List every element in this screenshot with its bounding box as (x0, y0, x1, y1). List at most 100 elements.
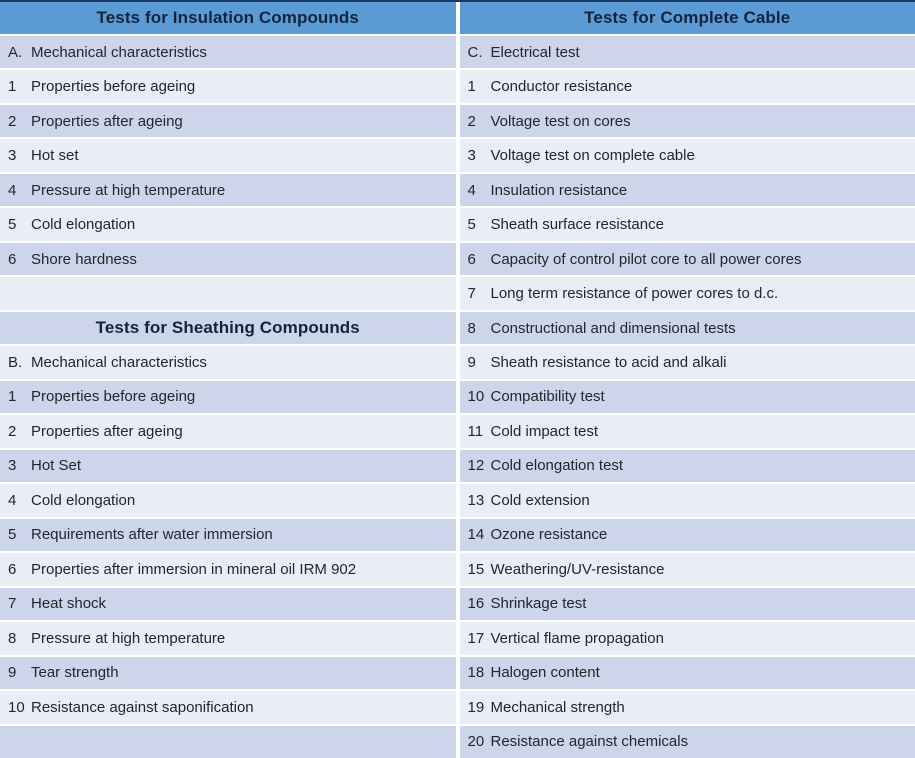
table-row: 4 Pressure at high temperature (0, 173, 456, 207)
row-number: A. (8, 43, 23, 61)
row-label: Ozone resistance (490, 526, 608, 544)
table-row: 12 Cold elongation test (459, 449, 915, 483)
row-number: 6 (467, 250, 476, 268)
table-row: 10 Compatibility test (459, 380, 915, 414)
row-number: 17 (467, 629, 485, 647)
row-label: Heat shock (31, 595, 107, 613)
row-label: Cold elongation test (490, 457, 624, 475)
row-label: Hot Set (31, 457, 82, 475)
row-label: Shore hardness (31, 250, 137, 268)
row-number: 2 (8, 112, 17, 130)
table-row: 1 Properties before ageing (0, 380, 456, 414)
row-number: 3 (8, 147, 17, 165)
table-row: 17 Vertical flame propagation (459, 622, 915, 655)
row-label: Cold elongation (31, 216, 136, 234)
row-number: B. (8, 354, 23, 372)
row-label: Cold extension (490, 491, 590, 509)
table-row: 5 Sheath surface resistance (459, 208, 915, 241)
row-label: Properties before ageing (31, 78, 196, 96)
table-row: A. Mechanical characteristics (0, 36, 456, 69)
table-row: 5 Requirements after water immersion (0, 518, 456, 552)
table-row: 6 Capacity of control pilot core to all p… (459, 242, 915, 276)
row-number: 13 (467, 491, 485, 509)
row-label: Voltage test on complete cable (490, 147, 695, 165)
table-row: 9 Sheath resistance to acid and alkali (459, 346, 915, 379)
table-row: 9 Tear strength (0, 656, 456, 690)
row-label: Weathering/UV-resistance (490, 560, 665, 578)
table-row: 2 Voltage test on cores (459, 104, 915, 138)
insulation-sheathing-column: Tests for Insulation Compounds A. Mechani… (0, 2, 456, 758)
row-label: Shrinkage test (490, 595, 587, 613)
row-number: 9 (467, 354, 476, 372)
row-number: 5 (8, 526, 17, 544)
row-number: C. (467, 43, 483, 61)
table-row: 8 Pressure at high temperature (0, 622, 456, 655)
row-number: 4 (8, 181, 17, 199)
table-row: 6 Shore hardness (0, 242, 456, 276)
table-row: 2 Properties after ageing (0, 415, 456, 448)
row-number: 2 (8, 422, 17, 440)
table-row: 11 Cold impact test (459, 415, 915, 448)
row-label: Pressure at high temperature (31, 629, 226, 647)
row-number: 8 (8, 629, 17, 647)
row-label: Properties after ageing (31, 112, 183, 130)
row-label: Hot set (31, 147, 79, 165)
row-label: Mechanical strength (490, 698, 625, 716)
row-number: 4 (467, 181, 476, 199)
empty-row (0, 277, 456, 310)
row-number: 3 (467, 147, 476, 165)
row-number: 5 (467, 216, 476, 234)
row-label: Resistance against saponification (31, 698, 254, 716)
table-row: 3 Hot Set (0, 449, 456, 483)
row-number: 15 (467, 560, 485, 578)
table-row: 4 Cold elongation (0, 484, 456, 517)
table-row: 3 Voltage test on complete cable (459, 139, 915, 172)
row-number: 7 (467, 285, 476, 303)
row-label: Mechanical characteristics (31, 43, 207, 61)
row-number: 9 (8, 664, 17, 682)
table-row: 1 Conductor resistance (459, 70, 915, 103)
row-label: Pressure at high temperature (31, 181, 226, 199)
row-number: 7 (8, 595, 17, 613)
row-label: Properties after ageing (31, 422, 183, 440)
table-row: 5 Cold elongation (0, 208, 456, 241)
row-label: Sheath resistance to acid and alkali (490, 354, 727, 372)
row-number: 1 (467, 78, 476, 96)
row-number: 6 (8, 560, 17, 578)
row-number: 6 (8, 250, 17, 268)
row-label: Mechanical characteristics (31, 354, 207, 372)
row-label: Compatibility test (490, 388, 605, 406)
row-number: 4 (8, 491, 17, 509)
row-number: 19 (467, 698, 485, 716)
row-label: Resistance against chemicals (490, 733, 689, 751)
section-header-label: Tests for Sheathing Compounds (95, 318, 360, 338)
row-label: Cold impact test (490, 422, 599, 440)
table-row: B. Mechanical characteristics (0, 346, 456, 379)
table-row: 14 Ozone resistance (459, 518, 915, 552)
row-label: Capacity of control pilot core to all po… (490, 250, 802, 268)
table-row: 19 Mechanical strength (459, 691, 915, 724)
row-label: Conductor resistance (490, 78, 633, 96)
table-row: 16 Shrinkage test (459, 587, 915, 621)
row-label: Cold elongation (31, 491, 136, 509)
row-label: Properties after immersion in mineral oi… (31, 560, 357, 578)
row-label: Tear strength (31, 664, 119, 682)
row-number: 1 (8, 78, 17, 96)
table-row: 10 Resistance against saponification (0, 691, 456, 724)
table-row: 7 Long term resistance of power cores to … (459, 277, 915, 310)
row-label: Vertical flame propagation (490, 629, 664, 647)
row-label: Voltage test on cores (490, 112, 631, 130)
row-label: Insulation resistance (490, 181, 628, 199)
insulation-compounds-header: Tests for Insulation Compounds (0, 2, 456, 34)
table-row: 2 Properties after ageing (0, 104, 456, 138)
table-row: 13 Cold extension (459, 484, 915, 517)
table-row: 18 Halogen content (459, 656, 915, 690)
section-header-row: Tests for Sheathing Compounds (0, 311, 456, 345)
table-row: 8 Constructional and dimensional tests (459, 311, 915, 345)
row-number: 16 (467, 595, 485, 613)
table-row: 1 Properties before ageing (0, 70, 456, 103)
table-row: 6 Properties after immersion in mineral o… (0, 553, 456, 586)
row-number: 5 (8, 216, 17, 234)
